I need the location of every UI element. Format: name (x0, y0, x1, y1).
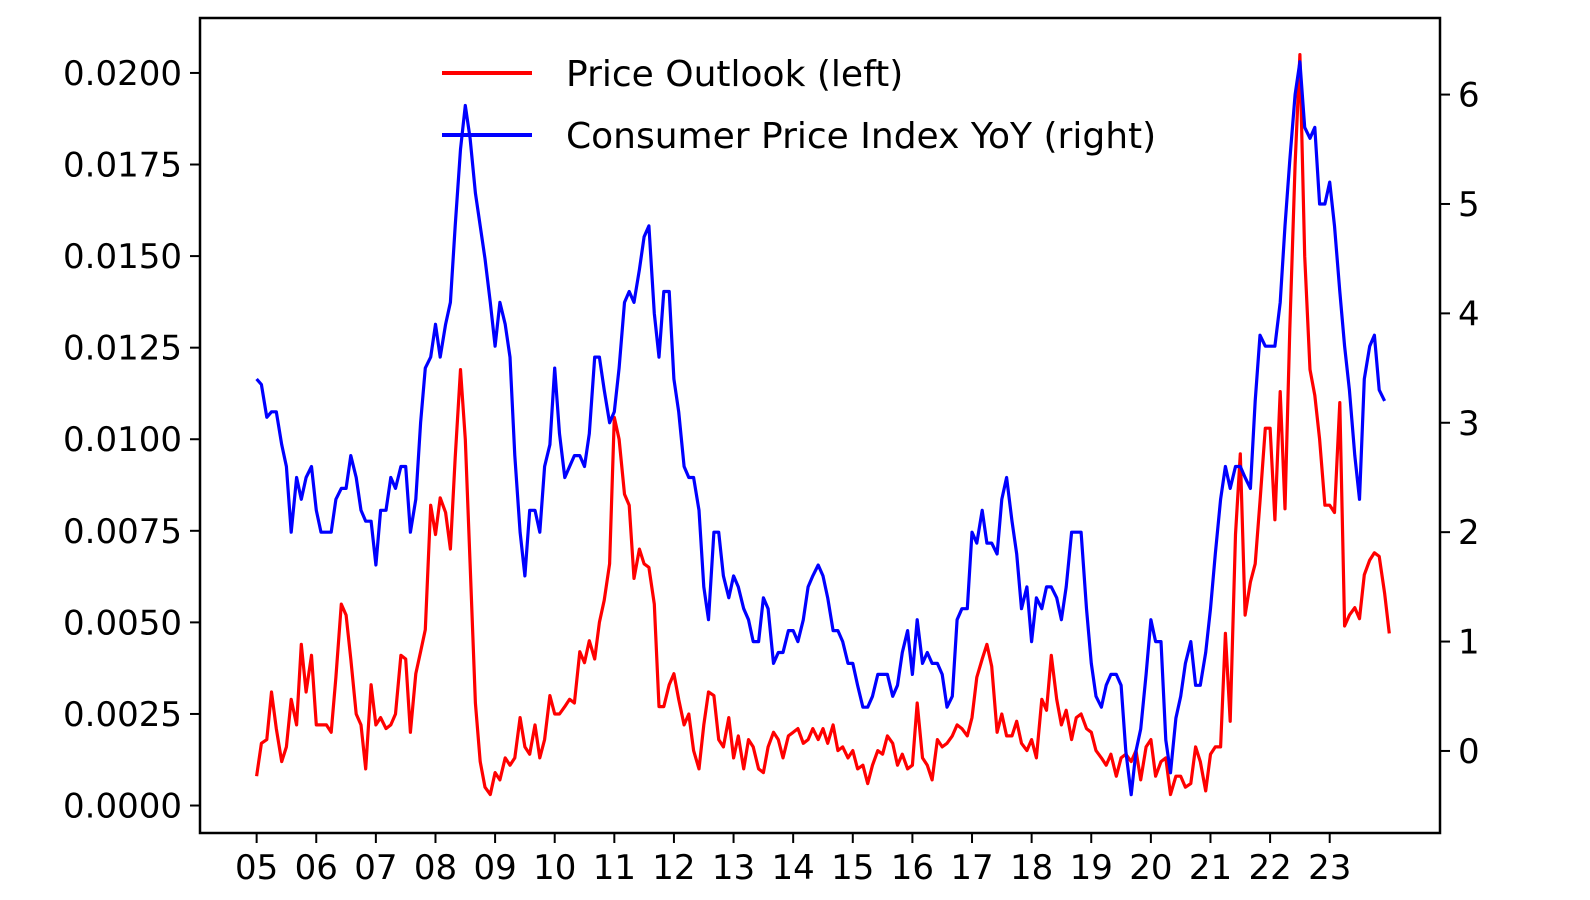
left-tick-label: 0.0200 (63, 54, 182, 94)
x-tick-label: 14 (772, 848, 815, 888)
x-tick-label: 06 (295, 848, 338, 888)
x-tick-label: 07 (354, 848, 397, 888)
x-tick-label: 11 (593, 848, 636, 888)
left-tick-label: 0.0100 (63, 420, 182, 460)
right-tick-label: 4 (1458, 294, 1480, 334)
right-tick-label: 1 (1458, 623, 1480, 663)
x-tick-label: 17 (950, 848, 993, 888)
x-tick-label: 23 (1308, 848, 1351, 888)
left-y-axis: 0.0000 0.0025 0.0050 0.0075 0.0100 0.0125 0.01… (63, 54, 200, 827)
right-tick-label: 3 (1458, 404, 1480, 444)
right-tick-label: 6 (1458, 76, 1480, 116)
x-tick-label: 21 (1189, 848, 1232, 888)
left-tick-label: 0.0125 (63, 329, 182, 369)
right-y-axis: 0 1 2 3 4 5 6 (1440, 76, 1480, 772)
x-tick-label: 05 (235, 848, 278, 888)
left-tick-label: 0.0150 (63, 237, 182, 277)
left-tick-label: 0.0075 (63, 512, 182, 552)
x-tick-label: 16 (891, 848, 934, 888)
left-tick-label: 0.0050 (63, 603, 182, 643)
left-tick-label: 0.0000 (63, 787, 182, 827)
legend-label-cpi-yoy: Consumer Price Index YoY (right) (566, 116, 1156, 157)
x-axis: 05 06 07 08 09 10 11 12 13 14 15 16 17 18 19 20 21 22 23 (235, 833, 1351, 888)
x-tick-label: 20 (1129, 848, 1172, 888)
x-tick-label: 08 (414, 848, 457, 888)
x-tick-label: 15 (831, 848, 874, 888)
legend-label-price-outlook: Price Outlook (left) (566, 54, 903, 95)
x-tick-label: 12 (652, 848, 695, 888)
x-tick-label: 18 (1010, 848, 1053, 888)
left-tick-label: 0.0025 (63, 695, 182, 735)
plot-frame (198, 16, 1442, 835)
right-tick-label: 2 (1458, 513, 1480, 553)
x-tick-label: 22 (1248, 848, 1291, 888)
series-layer (255, 53, 1391, 797)
cpi-yoy-line (255, 60, 1387, 797)
x-tick-label: 19 (1070, 848, 1113, 888)
x-tick-label: 09 (473, 848, 516, 888)
right-tick-label: 5 (1458, 185, 1480, 225)
x-tick-label: 10 (533, 848, 576, 888)
right-tick-label: 0 (1458, 732, 1480, 772)
x-tick-label: 13 (712, 848, 755, 888)
price-outlook-line (255, 53, 1391, 797)
legend: Price Outlook (left) Consumer Price Inde… (442, 54, 1156, 157)
left-tick-label: 0.0175 (63, 146, 182, 186)
